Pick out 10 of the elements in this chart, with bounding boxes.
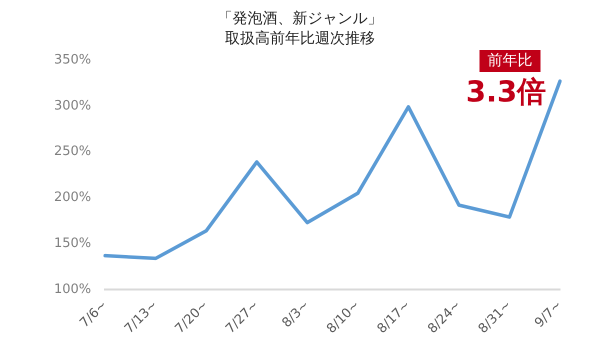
y-tick-label: 300% xyxy=(54,98,92,114)
chart-title: 「発泡酒、新ジャンル」 xyxy=(218,8,382,27)
y-tick-label: 350% xyxy=(54,52,92,68)
y-tick-label: 200% xyxy=(54,190,92,206)
annotation: 3.3倍 xyxy=(466,74,546,109)
chart-subtitle: 取扱高前年比週次推移 xyxy=(225,28,375,47)
y-tick-label: 100% xyxy=(54,282,92,297)
annotation: 前年比 xyxy=(488,50,532,69)
y-tick-label: 150% xyxy=(54,236,92,252)
y-tick-label: 250% xyxy=(54,144,92,160)
